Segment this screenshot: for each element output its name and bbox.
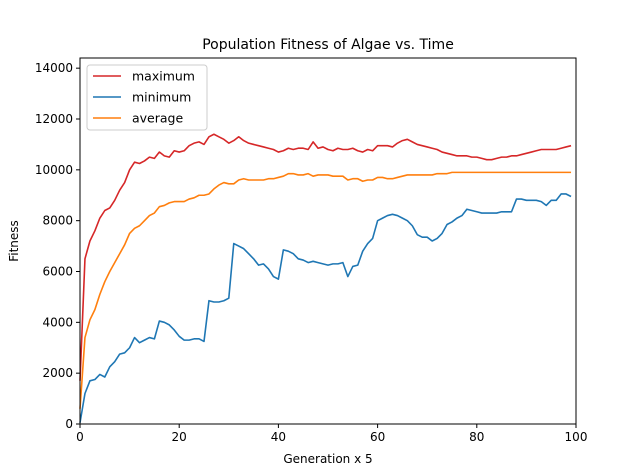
y-tick-label: 8000	[42, 214, 73, 228]
y-tick-label: 12000	[35, 112, 73, 126]
y-tick-label: 0	[65, 417, 73, 431]
legend: maximum minimum average	[86, 64, 208, 131]
y-axis-ticks: 0 2000 4000 6000 8000 10000 12000 14000	[35, 61, 80, 431]
y-tick-label: 2000	[42, 366, 73, 380]
legend-label-maximum: maximum	[132, 69, 195, 84]
x-tick-label: 60	[370, 430, 385, 444]
series-line-maximum	[79, 133, 572, 381]
x-tick-label: 40	[271, 430, 286, 444]
x-tick-label: 80	[469, 430, 484, 444]
y-tick-label: 6000	[42, 265, 73, 279]
y-tick-label: 4000	[42, 315, 73, 329]
series-line-minimum	[79, 193, 572, 423]
series-line-average	[79, 171, 572, 409]
x-tick-label: 0	[76, 430, 84, 444]
plot-area: 0 20 40 60 80 100 0 2000 4000 6000 8000 10000 12000…	[35, 57, 587, 444]
chart-title: Population Fitness of Algae vs. Time	[202, 37, 454, 53]
legend-label-average: average	[132, 111, 183, 126]
series-lines	[79, 133, 572, 423]
legend-label-minimum: minimum	[132, 90, 191, 105]
y-tick-label: 14000	[35, 61, 73, 75]
x-axis-label: Generation x 5	[283, 452, 372, 466]
x-tick-label: 20	[172, 430, 187, 444]
legend-box	[86, 64, 208, 131]
x-axis-ticks: 0 20 40 60 80 100	[76, 424, 587, 444]
axes-frame	[79, 57, 577, 425]
y-tick-label: 10000	[35, 163, 73, 177]
x-tick-label: 100	[565, 430, 588, 444]
y-axis-label: Fitness	[7, 220, 21, 262]
